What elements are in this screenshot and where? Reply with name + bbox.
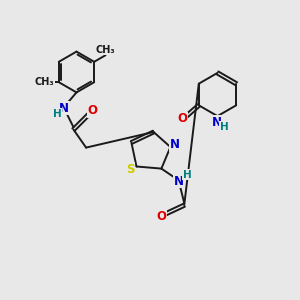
Text: O: O — [177, 112, 187, 125]
Text: CH₃: CH₃ — [96, 45, 116, 55]
Text: S: S — [126, 163, 135, 176]
Text: CH₃: CH₃ — [35, 77, 55, 87]
Text: O: O — [156, 209, 167, 223]
Text: H: H — [220, 122, 229, 132]
Text: O: O — [88, 104, 98, 118]
Text: N: N — [170, 138, 180, 151]
Text: N: N — [212, 116, 222, 129]
Text: N: N — [59, 101, 69, 115]
Text: N: N — [174, 175, 184, 188]
Text: H: H — [183, 169, 192, 180]
Text: H: H — [53, 109, 62, 119]
